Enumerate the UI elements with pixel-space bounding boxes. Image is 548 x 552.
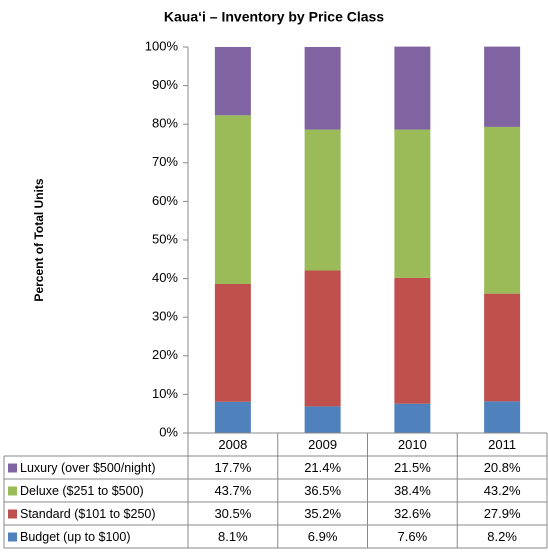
legend-label: Deluxe ($251 to $500): [20, 484, 144, 498]
x-tick-label: 2009: [308, 437, 337, 452]
bar-segment: [304, 270, 341, 407]
y-tick-label: 100%: [145, 38, 179, 53]
table-value: 8.2%: [487, 529, 517, 544]
table-value: 20.8%: [484, 460, 521, 475]
bar-segment: [214, 47, 251, 116]
bar-segment: [304, 129, 341, 271]
x-tick-label: 2010: [398, 437, 427, 452]
table-value: 35.2%: [304, 506, 341, 521]
bar-segment: [484, 293, 521, 402]
bar-segment: [214, 115, 251, 285]
legend-key: [8, 509, 17, 519]
legend-label: Luxury (over $500/night): [20, 461, 156, 475]
bar-segment: [304, 406, 341, 433]
table-value: 21.4%: [304, 460, 341, 475]
table-value: 6.9%: [308, 529, 338, 544]
table-value: 32.6%: [394, 506, 431, 521]
legend-key: [8, 486, 17, 496]
bar-segment: [214, 284, 251, 402]
y-tick-label: 0%: [159, 424, 178, 439]
table-value: 7.6%: [398, 529, 428, 544]
table-value: 43.7%: [214, 483, 251, 498]
bar-segment: [484, 401, 521, 433]
bar-segment: [394, 277, 431, 404]
bar-segment: [304, 47, 341, 130]
y-tick-label: 20%: [152, 347, 178, 362]
y-tick-label: 50%: [152, 231, 178, 246]
table-value: 36.5%: [304, 483, 341, 498]
table-value: 43.2%: [484, 483, 521, 498]
legend-key: [8, 532, 17, 542]
y-tick-label: 70%: [152, 154, 178, 169]
table-value: 21.5%: [394, 460, 431, 475]
legend-key: [8, 463, 17, 473]
x-tick-label: 2011: [488, 437, 516, 452]
table-value: 30.5%: [214, 506, 251, 521]
chart-title: Kaua‘i – Inventory by Price Class: [164, 9, 384, 25]
y-tick-label: 10%: [152, 386, 178, 401]
table-value: 17.7%: [214, 460, 251, 475]
table-value: 38.4%: [394, 483, 431, 498]
table-value: 8.1%: [218, 529, 248, 544]
y-axis-title: Percent of Total Units: [32, 178, 46, 301]
legend-label: Budget (up to $100): [20, 530, 131, 544]
bar-segment: [484, 46, 521, 127]
y-tick-label: 60%: [152, 193, 178, 208]
y-tick-label: 30%: [152, 309, 178, 324]
y-tick-label: 80%: [152, 116, 178, 131]
y-tick-label: 90%: [152, 77, 178, 92]
bar-segment: [484, 126, 521, 294]
legend-label: Standard ($101 to $250): [20, 507, 156, 521]
table-value: 27.9%: [484, 506, 521, 521]
y-tick-label: 40%: [152, 270, 178, 285]
bar-segment: [394, 403, 431, 433]
x-tick-label: 2008: [218, 437, 247, 452]
bar-segment: [394, 129, 431, 278]
bar-segment: [214, 401, 251, 433]
bar-segment: [394, 46, 431, 130]
